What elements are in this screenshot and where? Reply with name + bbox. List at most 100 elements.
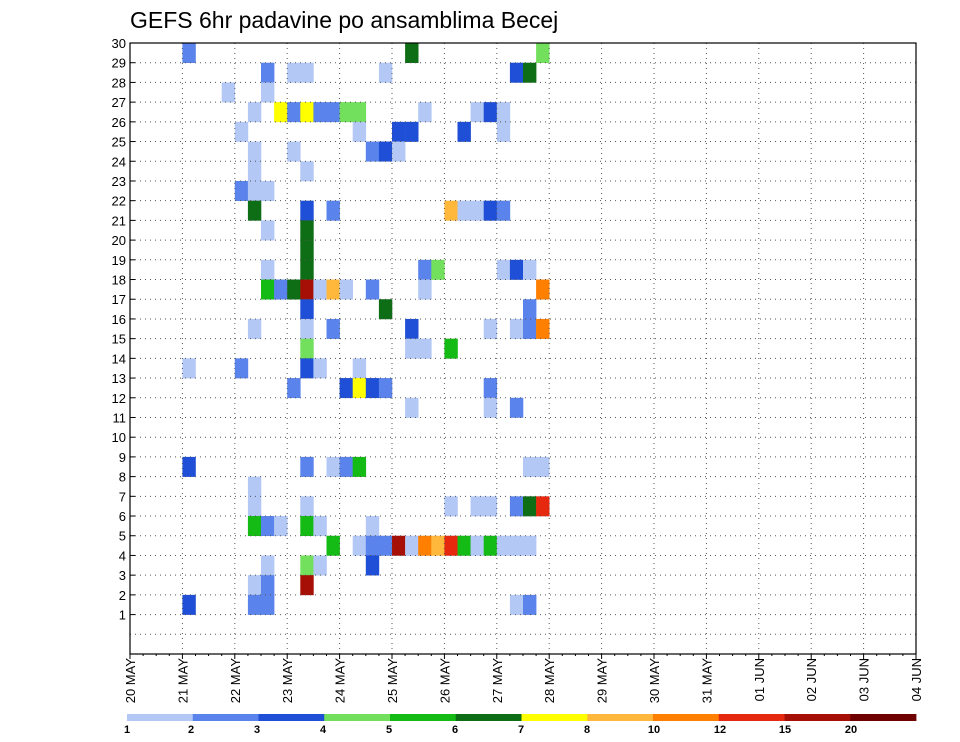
heatmap-cell: [536, 318, 550, 339]
x-tick-label: 27 MAY: [490, 658, 505, 704]
heatmap-cell: [247, 575, 262, 596]
heatmap-cell: [313, 102, 327, 123]
heatmap-cell: [300, 200, 314, 221]
heatmap-cell: [444, 535, 458, 556]
heatmap-cell: [261, 575, 275, 596]
heatmap-cell: [326, 535, 340, 556]
y-tick-label: 9: [119, 450, 126, 465]
legend-swatch: [587, 714, 654, 721]
heatmap-cell: [300, 161, 314, 182]
heatmap-cell: [523, 535, 537, 556]
legend-swatch: [653, 714, 720, 721]
heatmap-cell: [457, 535, 471, 556]
heatmap-cell: [261, 516, 275, 537]
heatmap-cell: [274, 279, 288, 300]
heatmap-cell: [365, 378, 380, 399]
heatmap-cell: [418, 259, 432, 280]
y-tick-label: 1: [119, 608, 126, 623]
heatmap-cell: [352, 358, 367, 379]
y-tick-label: 15: [112, 332, 126, 347]
x-tick-label: 25 MAY: [385, 658, 400, 704]
legend-label: 1: [124, 724, 130, 736]
heatmap-cell: [300, 575, 314, 596]
heatmap-cell: [182, 456, 196, 477]
legend-label: 15: [779, 724, 791, 736]
y-tick-label: 13: [112, 371, 126, 386]
heatmap-cell: [247, 318, 262, 339]
heatmap-cell: [247, 141, 262, 162]
y-tick-label: 23: [112, 174, 126, 189]
x-tick-label: 04 JUN: [909, 658, 924, 701]
heatmap-cell: [300, 299, 314, 320]
y-tick-label: 20: [112, 233, 126, 248]
heatmap-cell: [365, 279, 380, 300]
heatmap-cell: [365, 516, 380, 537]
x-tick-label: 22 MAY: [228, 658, 243, 704]
heatmap-cell: [182, 43, 196, 64]
y-tick-label: 2: [119, 588, 126, 603]
heatmap-cell: [261, 82, 275, 103]
heatmap-cell: [378, 535, 393, 556]
heatmap-cell: [247, 102, 262, 123]
heatmap-cell: [483, 102, 498, 123]
y-tick-label: 27: [112, 95, 126, 110]
heatmap-cell: [300, 496, 314, 517]
heatmap-cell: [234, 358, 249, 379]
heatmap-cell: [405, 318, 419, 339]
legend-label: 8: [584, 724, 590, 736]
heatmap-cell: [405, 397, 419, 418]
heatmap-cell: [509, 62, 524, 83]
heatmap-cell: [339, 456, 353, 477]
heatmap-cell: [365, 141, 380, 162]
heatmap-cell: [523, 318, 537, 339]
heatmap-cell: [352, 121, 367, 142]
heatmap-cell: [496, 200, 511, 221]
heatmap-cell: [247, 476, 262, 497]
y-tick-label: 14: [112, 351, 126, 366]
heatmap-cell: [509, 259, 524, 280]
heatmap-cell: [483, 200, 498, 221]
legend-swatch: [390, 714, 457, 721]
heatmap-cell: [261, 555, 275, 576]
y-tick-label: 25: [112, 135, 126, 150]
y-tick-label: 7: [119, 489, 126, 504]
heatmap-cell: [326, 279, 340, 300]
heatmap-cell: [313, 555, 327, 576]
x-tick-label: 29 MAY: [595, 658, 610, 704]
heatmap-cell: [261, 279, 275, 300]
heatmap-cell: [444, 496, 458, 517]
heatmap-cell: [496, 102, 511, 123]
legend-swatch: [784, 714, 851, 721]
y-tick-label: 30: [112, 36, 126, 51]
y-tick-label: 18: [112, 273, 126, 288]
x-tick-label: 31 MAY: [699, 658, 714, 704]
heatmap-cell: [326, 102, 340, 123]
legend-label: 2: [188, 724, 194, 736]
y-tick-label: 8: [119, 470, 126, 485]
heatmap-cell: [313, 358, 327, 379]
heatmap-cell: [352, 535, 367, 556]
heatmap-cell: [378, 378, 393, 399]
heatmap-cell: [339, 279, 353, 300]
heatmap-cell: [418, 102, 432, 123]
x-tick-label: 26 MAY: [437, 658, 452, 704]
heatmap-cell: [339, 378, 353, 399]
heatmap-cell: [444, 338, 458, 359]
heatmap-cell: [300, 456, 314, 477]
heatmap-cell: [418, 279, 432, 300]
y-tick-label: 26: [112, 115, 126, 130]
legend-swatch: [455, 714, 522, 721]
heatmap-cell: [287, 62, 301, 83]
x-tick-label: 30 MAY: [647, 658, 662, 704]
heatmap-cell: [523, 259, 537, 280]
heatmap-cell: [352, 378, 367, 399]
heatmap-cell: [261, 259, 275, 280]
legend-label: 12: [714, 724, 726, 736]
heatmap-cell: [470, 535, 484, 556]
legend-label: 20: [845, 724, 857, 736]
heatmap-cell: [247, 161, 262, 182]
chart-title: GEFS 6hr padavine po ansamblima Becej: [130, 7, 558, 33]
heatmap-cell: [274, 516, 288, 537]
heatmap-cell: [300, 516, 314, 537]
